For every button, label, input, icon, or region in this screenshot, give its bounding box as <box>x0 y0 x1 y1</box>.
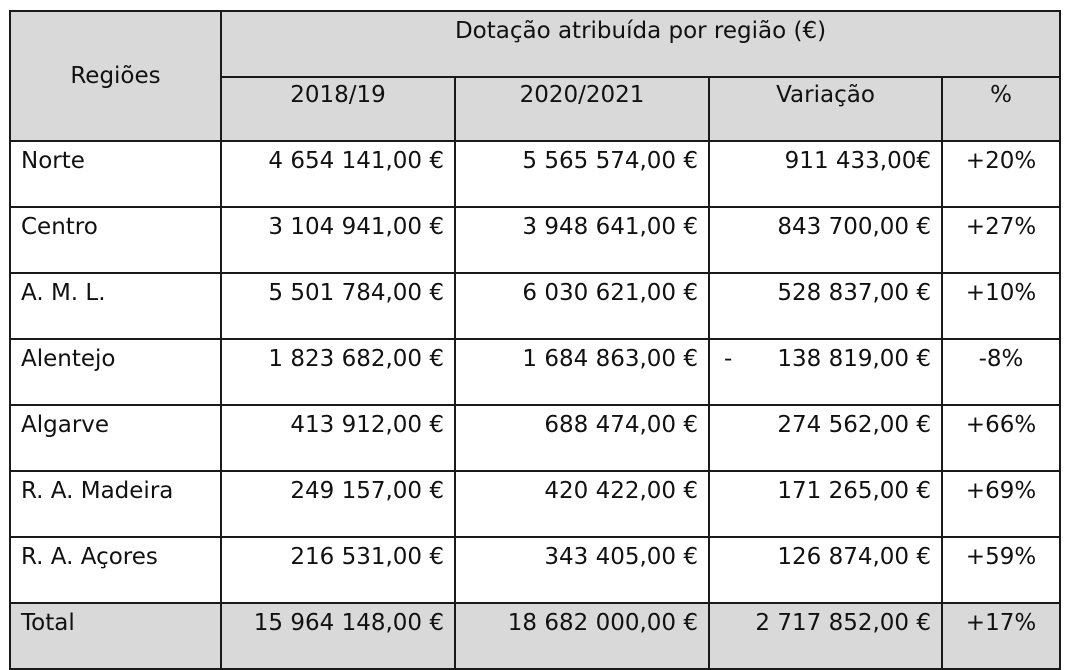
header-2020-2021: 2020/2021 <box>454 76 710 142</box>
variation-value: 528 837,00 € <box>777 280 931 306</box>
variation-value: 843 700,00 € <box>777 214 931 240</box>
total-label-cell: Total <box>9 602 222 670</box>
percent-cell: +59% <box>940 536 1062 604</box>
value-2018-cell: 413 912,00 € <box>220 404 456 472</box>
variation-value: 138 819,00 € <box>777 346 931 372</box>
percent-cell: +66% <box>940 404 1062 472</box>
variation-cell: 171 265,00 € <box>708 470 943 538</box>
header-allocation-group: Dotação atribuída por região (€) <box>219 10 1062 78</box>
table-row-centro: Centro 3 104 941,00 € 3 948 641,00 € 843… <box>9 206 1062 274</box>
value-2018-cell: 1 823 682,00 € <box>220 338 456 406</box>
table-row-alentejo: Alentejo 1 823 682,00 € 1 684 863,00 € -… <box>9 338 1062 406</box>
negative-sign: - <box>724 346 733 372</box>
table-row-aml: A. M. L. 5 501 784,00 € 6 030 621,00 € 5… <box>9 272 1062 340</box>
variation-value: 171 265,00 € <box>777 478 931 504</box>
variation-cell: 843 700,00 € <box>708 206 943 274</box>
table-row-acores: R. A. Açores 216 531,00 € 343 405,00 € 1… <box>9 536 1062 604</box>
region-cell: R. A. Madeira <box>9 470 222 538</box>
total-percent-cell: +17% <box>940 602 1062 670</box>
variation-cell: 274 562,00 € <box>708 404 943 472</box>
percent-cell: +10% <box>940 272 1062 340</box>
table-row-norte: Norte 4 654 141,00 € 5 565 574,00 € 911 … <box>9 140 1062 208</box>
value-2018-cell: 4 654 141,00 € <box>220 140 456 208</box>
region-cell: A. M. L. <box>9 272 222 340</box>
value-2020-cell: 1 684 863,00 € <box>454 338 710 406</box>
header-regions: Regiões <box>9 10 222 142</box>
region-cell: Algarve <box>9 404 222 472</box>
value-2020-cell: 5 565 574,00 € <box>454 140 710 208</box>
value-2020-cell: 343 405,00 € <box>454 536 710 604</box>
table-row-madeira: R. A. Madeira 249 157,00 € 420 422,00 € … <box>9 470 1062 538</box>
variation-value: 911 433,00€ <box>784 148 931 174</box>
variation-value: 126 874,00 € <box>777 544 931 570</box>
header-2018-19: 2018/19 <box>220 76 456 142</box>
region-cell: Alentejo <box>9 338 222 406</box>
value-2020-cell: 3 948 641,00 € <box>454 206 710 274</box>
percent-cell: -8% <box>940 338 1062 406</box>
region-cell: R. A. Açores <box>9 536 222 604</box>
total-variation-cell: 2 717 852,00 € <box>708 602 943 670</box>
table-row-total: Total 15 964 148,00 € 18 682 000,00 € 2 … <box>9 602 1062 670</box>
percent-cell: +27% <box>940 206 1062 274</box>
region-cell: Centro <box>9 206 222 274</box>
value-2018-cell: 216 531,00 € <box>220 536 456 604</box>
percent-cell: +20% <box>940 140 1062 208</box>
value-2018-cell: 249 157,00 € <box>220 470 456 538</box>
percent-cell: +69% <box>940 470 1062 538</box>
header-variation: Variação <box>708 76 943 142</box>
value-2020-cell: 688 474,00 € <box>454 404 710 472</box>
variation-cell: 528 837,00 € <box>708 272 943 340</box>
variation-cell: - 138 819,00 € <box>708 338 943 406</box>
total-2018-cell: 15 964 148,00 € <box>220 602 456 670</box>
region-cell: Norte <box>9 140 222 208</box>
variation-value: 274 562,00 € <box>777 412 931 438</box>
value-2020-cell: 6 030 621,00 € <box>454 272 710 340</box>
allocation-table: Regiões Dotação atribuída por região (€)… <box>9 10 1062 670</box>
total-2020-cell: 18 682 000,00 € <box>454 602 710 670</box>
header-percent: % <box>940 76 1062 142</box>
value-2018-cell: 3 104 941,00 € <box>220 206 456 274</box>
table-row-algarve: Algarve 413 912,00 € 688 474,00 € 274 56… <box>9 404 1062 472</box>
value-2020-cell: 420 422,00 € <box>454 470 710 538</box>
variation-cell: 126 874,00 € <box>708 536 943 604</box>
variation-cell: 911 433,00€ <box>708 140 943 208</box>
value-2018-cell: 5 501 784,00 € <box>220 272 456 340</box>
